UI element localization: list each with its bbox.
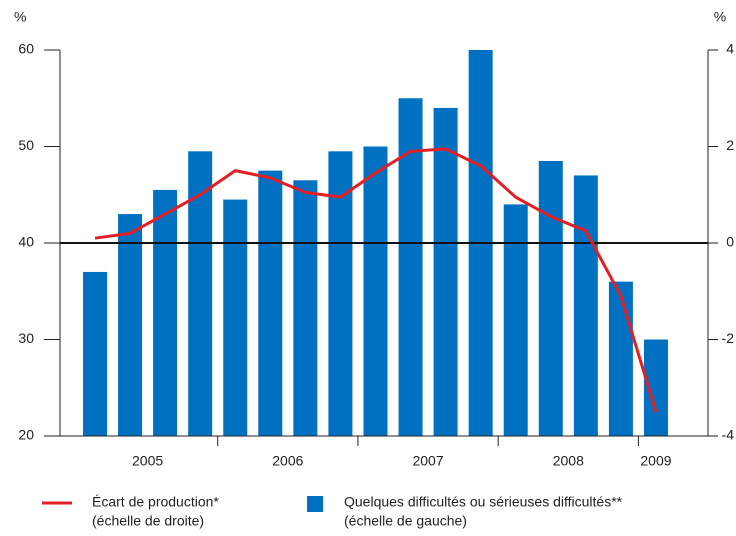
bar — [118, 214, 143, 436]
line-series — [94, 147, 658, 413]
bar — [223, 199, 248, 436]
legend-label: Écart de production* — [92, 494, 219, 510]
bar — [328, 151, 353, 436]
y-tick-label: 30 — [18, 330, 34, 346]
x-tick-label: 2006 — [272, 453, 303, 469]
legend-note: (échelle de droite) — [92, 513, 204, 529]
bar — [398, 98, 423, 436]
y2-tick-label: -4 — [722, 427, 735, 443]
bar — [503, 204, 528, 436]
legend-note: (échelle de gauche) — [344, 513, 467, 529]
bar — [573, 175, 598, 436]
x-tick-label: 2008 — [553, 453, 584, 469]
legend-label: Quelques difficultés ou sérieuses diffic… — [344, 494, 623, 510]
bar — [83, 271, 107, 436]
y-unit-left: % — [14, 9, 26, 25]
y-tick-label: 60 — [18, 41, 34, 57]
bar — [258, 170, 283, 436]
bar — [608, 281, 633, 436]
x-tick-label: 2005 — [132, 453, 163, 469]
y-tick-label: 20 — [18, 427, 34, 443]
bar — [153, 189, 178, 436]
y2-tick-label: -2 — [722, 330, 735, 346]
x-tick-label: 2007 — [412, 453, 443, 469]
bar — [293, 180, 318, 436]
y-tick-label: 50 — [18, 137, 34, 153]
x-tick-label: 2009 — [640, 453, 671, 469]
y-tick-label: 40 — [18, 234, 34, 250]
y2-tick-label: 4 — [726, 41, 734, 57]
bar — [433, 107, 458, 437]
y2-tick-label: 2 — [726, 137, 734, 153]
bar — [538, 160, 563, 436]
y2-tick-label: 0 — [726, 234, 734, 250]
legend-swatch-bar — [307, 496, 323, 512]
y-unit-right: % — [714, 9, 726, 25]
bar — [363, 146, 388, 436]
